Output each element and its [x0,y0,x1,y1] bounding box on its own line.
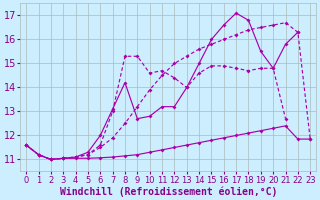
X-axis label: Windchill (Refroidissement éolien,°C): Windchill (Refroidissement éolien,°C) [60,186,277,197]
